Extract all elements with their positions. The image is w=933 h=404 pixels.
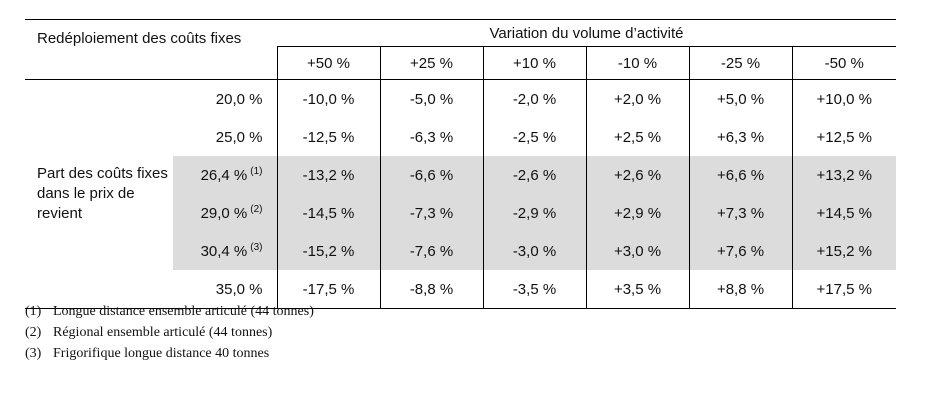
footnote: (3) Frigorifique longue distance 40 tonne…	[25, 343, 314, 364]
row-label-value: 29,0 %	[200, 205, 248, 222]
row-label: 20,0 %	[173, 80, 277, 119]
group-header: Variation du volume d’activité	[277, 19, 897, 47]
table-cell: +3,5 %	[585, 270, 689, 309]
table-cell: +2,5 %	[585, 118, 689, 156]
table-row: Part des coûts fixes dans le prix de rev…	[25, 79, 897, 309]
table-cell: +6,6 %	[688, 156, 792, 194]
table-cell: -8,8 %	[379, 270, 483, 309]
table-cell: -14,5 %	[276, 194, 380, 232]
row-label-value: 35,0 %	[215, 280, 263, 298]
table-cell: +5,0 %	[688, 79, 792, 118]
row-label-value: 25,0 %	[215, 128, 263, 146]
row-label: 30,4 % (3)	[173, 232, 277, 270]
footnote-ref: (3)	[250, 242, 263, 253]
column-header: +10 %	[482, 46, 586, 80]
row-label: 29,0 % (2)	[173, 194, 277, 232]
footnotes: (1) Longue distance ensemble articulé (44…	[25, 301, 314, 364]
table-container: Redéploiement des coûts fixes Variation …	[25, 19, 897, 309]
row-label-value: 20,0 %	[215, 90, 263, 108]
table-cell: -6,3 %	[379, 118, 483, 156]
table-cell: -7,3 %	[379, 194, 483, 232]
table-cell: +10,0 %	[791, 79, 897, 118]
table-cell: -12,5 %	[276, 118, 380, 156]
table-cell: +14,5 %	[791, 194, 897, 232]
table-cell: -6,6 %	[379, 156, 483, 194]
table-cell: -17,5 %	[276, 270, 380, 309]
table-row: 29,0 % (2) -14,5 % -7,3 % -2,9 % +2,9 % +7,3 %…	[25, 194, 897, 232]
table-row: 35,0 % -17,5 % -8,8 % -3,5 % +3,5 % +8,8 % +17…	[25, 270, 897, 309]
cost-variation-table: Redéploiement des coûts fixes Variation …	[25, 19, 897, 309]
footnote-text: Longue distance ensemble articulé (44 to…	[53, 304, 314, 319]
table-cell: +2,9 %	[585, 194, 689, 232]
footnote-ref: (1)	[250, 166, 263, 177]
footnote-number: (1)	[25, 304, 42, 319]
footnote: (2) Régional ensemble articulé (44 tonnes…	[25, 322, 314, 343]
table-cell: +13,2 %	[791, 156, 897, 194]
table-cell: -3,5 %	[482, 270, 586, 309]
table-cell: -13,2 %	[276, 156, 380, 194]
table-row: 30,4 % (3) -15,2 % -7,6 % -3,0 % +3,0 % +7,6 %…	[25, 232, 897, 270]
table-cell: -10,0 %	[276, 79, 380, 118]
table-cell: -5,0 %	[379, 79, 483, 118]
table-cell: +7,3 %	[688, 194, 792, 232]
row-group-label: Part des coûts fixes dans le prix de rev…	[25, 79, 173, 309]
footnote-text: Frigorifique longue distance 40 tonnes	[53, 346, 270, 361]
footnote-text: Régional ensemble articulé (44 tonnes)	[53, 325, 273, 340]
table-cell: +7,6 %	[688, 232, 792, 270]
column-header: -50 %	[791, 46, 897, 80]
table-cell: +6,3 %	[688, 118, 792, 156]
footnote-number: (3)	[25, 346, 42, 361]
footnote: (1) Longue distance ensemble articulé (44…	[25, 301, 314, 322]
table-cell: -2,5 %	[482, 118, 586, 156]
footnote-ref: (2)	[250, 204, 263, 215]
row-label: 25,0 %	[173, 118, 277, 156]
table-cell: +8,8 %	[688, 270, 792, 309]
table-cell: +12,5 %	[791, 118, 897, 156]
table-cell: +3,0 %	[585, 232, 689, 270]
column-header: +25 %	[379, 46, 483, 80]
table-cell: -2,9 %	[482, 194, 586, 232]
table-cell: -3,0 %	[482, 232, 586, 270]
column-header: -10 %	[585, 46, 689, 80]
column-header: +50 %	[276, 46, 380, 80]
row-label: 26,4 % (1)	[173, 156, 277, 194]
table-row: 25,0 % -12,5 % -6,3 % -2,5 % +2,5 % +6,3 % +12…	[25, 118, 897, 156]
table-cell: -2,0 %	[482, 79, 586, 118]
table-cell: +17,5 %	[791, 270, 897, 309]
table-cell: -7,6 %	[379, 232, 483, 270]
column-header-row: +50 % +25 % +10 % -10 % -25 % -50 %	[25, 46, 897, 80]
table-body: Part des coûts fixes dans le prix de rev…	[25, 79, 897, 309]
table-cell: -2,6 %	[482, 156, 586, 194]
table-cell: +2,6 %	[585, 156, 689, 194]
header-title: Redéploiement des coûts fixes	[25, 19, 277, 80]
row-label-value: 30,4 %	[200, 243, 248, 260]
table-cell: +15,2 %	[791, 232, 897, 270]
row-label-value: 26,4 %	[200, 167, 248, 184]
table-row: 26,4 % (1) -13,2 % -6,6 % -2,6 % +2,6 % +6,6 %…	[25, 156, 897, 194]
table-cell: +2,0 %	[585, 79, 689, 118]
row-label: 35,0 %	[173, 270, 277, 309]
column-header: -25 %	[688, 46, 792, 80]
footnote-number: (2)	[25, 325, 42, 340]
table-cell: -15,2 %	[276, 232, 380, 270]
